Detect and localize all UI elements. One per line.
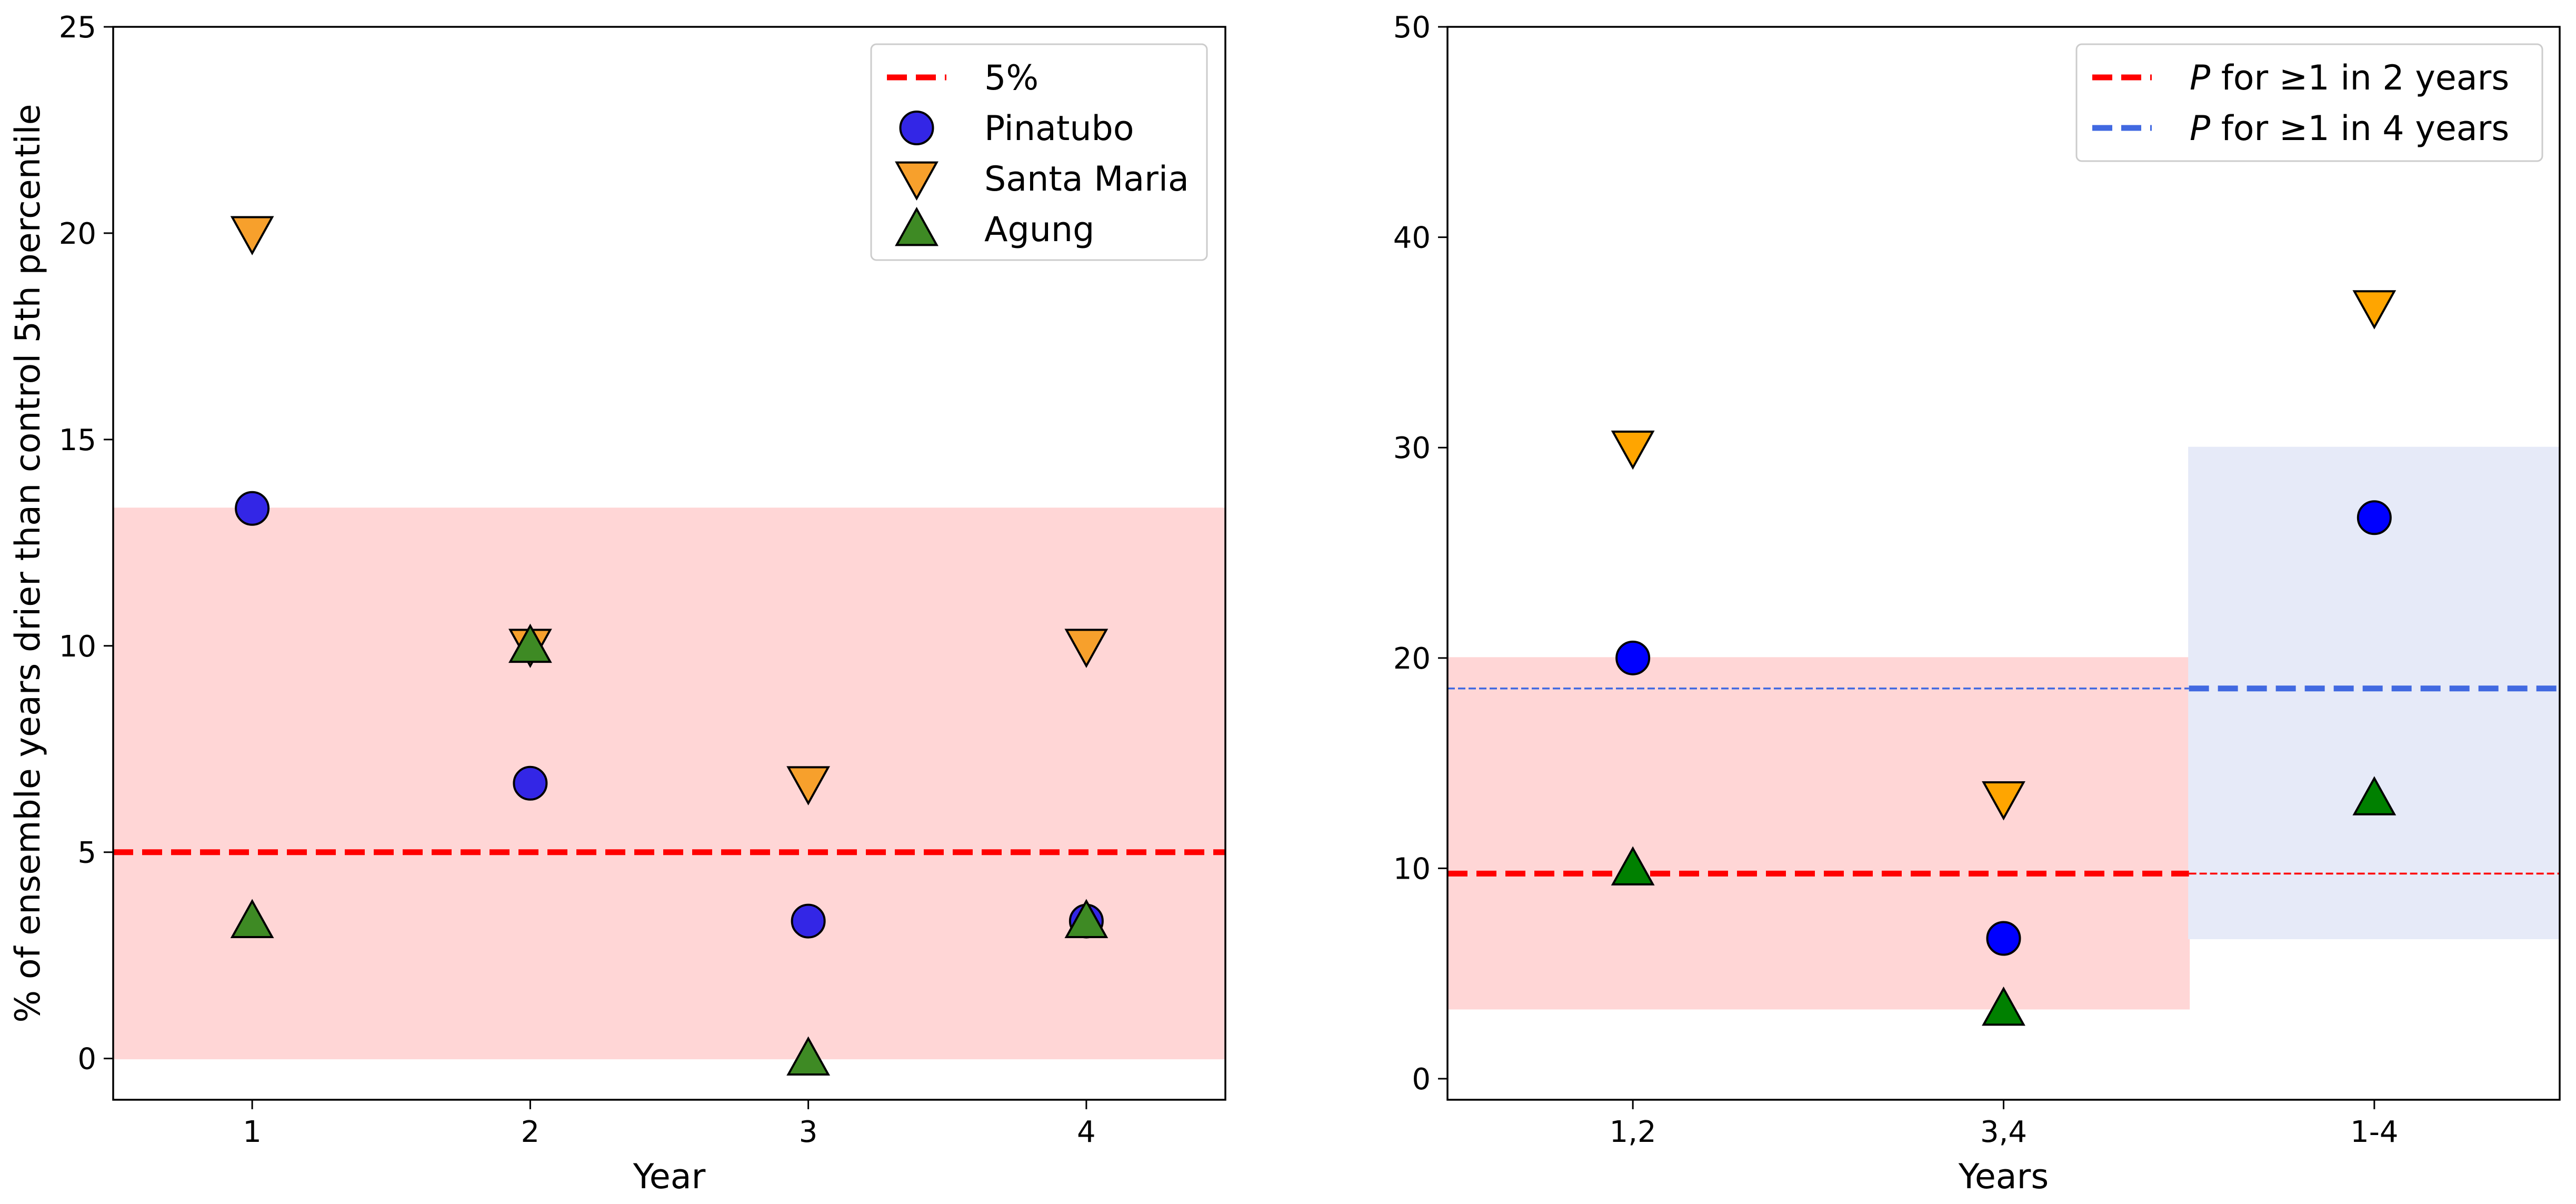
y-tick-label: 5 [77,836,96,870]
data-point [513,765,548,801]
data-point [1986,921,2021,956]
x-tick-label: 1 [243,1115,262,1149]
x-tick-label: 3,4 [1980,1115,2027,1149]
legend-label-rest: for ≥1 in 2 years [2210,58,2509,98]
shaded-band [112,508,1226,1060]
data-point [1615,640,1651,675]
data-point [1611,846,1655,885]
y-tick-label: 0 [77,1042,96,1077]
y-tick-label: 40 [1393,221,1431,255]
data-point [1064,899,1109,938]
data-point [230,216,274,256]
legend-label-rest: for ≥1 in 4 years [2210,109,2509,148]
y-tick-label: 30 [1393,431,1431,465]
legend-label: 5% [984,58,1039,98]
data-point [1982,781,2025,821]
data-point [235,491,270,526]
legend-box [870,43,1208,261]
shaded-band [1446,657,2190,1010]
data-point [2357,500,2392,535]
legend-marker-swatch [895,161,938,201]
plot-frame [112,26,1226,1101]
legend-label: P for ≥1 in 4 years [2190,109,2509,148]
x-axis-label: Year [633,1157,706,1197]
y-tick-label: 10 [59,630,96,664]
data-point [1982,986,2025,1026]
chart-panel-1: 0 5 10 15 20 25 1 2 3 4 Year % of ensemble years dr… [8,11,1226,1197]
data-point [2352,776,2397,815]
data-point [1064,629,1109,668]
data-point [1611,430,1655,470]
x-axis-label: Years [1958,1157,2049,1197]
x-tick-label: 2 [521,1115,540,1149]
legend: 5% Pinatubo Santa Maria Agung [870,43,1208,261]
legend-marker-swatch [899,111,934,145]
legend-label-prefix: P [2190,109,2211,148]
legend-label: P for ≥1 in 2 years [2190,58,2509,98]
data-point [791,903,826,939]
y-tick-label: 10 [1393,852,1431,886]
y-axis-label: % of ensemble years drier than control 5… [8,104,48,1022]
data-point [786,766,831,805]
legend-label: Pinatubo [984,109,1134,148]
y-tick-label: 0 [1412,1062,1431,1097]
legend-label: Agung [984,210,1094,250]
chart-panel-2: 0 10 20 30 40 50 1,2 3,4 1-4 Years P for ≥1 in 2 y… [1393,11,2561,1197]
x-tick-label: 4 [1077,1115,1096,1149]
data-point [786,1036,831,1076]
legend-label: Santa Maria [984,160,1189,199]
y-tick-label: 20 [59,217,96,251]
x-tick-label: 3 [799,1115,818,1149]
y-tick-label: 15 [59,423,96,457]
legend-label-prefix: P [2190,58,2211,98]
data-point [230,899,274,938]
y-tick-label: 50 [1393,11,1431,45]
data-point [2352,290,2397,330]
legend-box [2075,43,2543,162]
y-tick-label: 20 [1393,642,1431,676]
x-tick-label: 1-4 [2350,1115,2398,1149]
legend-marker-swatch [895,206,938,246]
y-tick-label: 25 [59,11,96,45]
data-point [508,623,552,663]
x-tick-label: 1,2 [1610,1115,1656,1149]
